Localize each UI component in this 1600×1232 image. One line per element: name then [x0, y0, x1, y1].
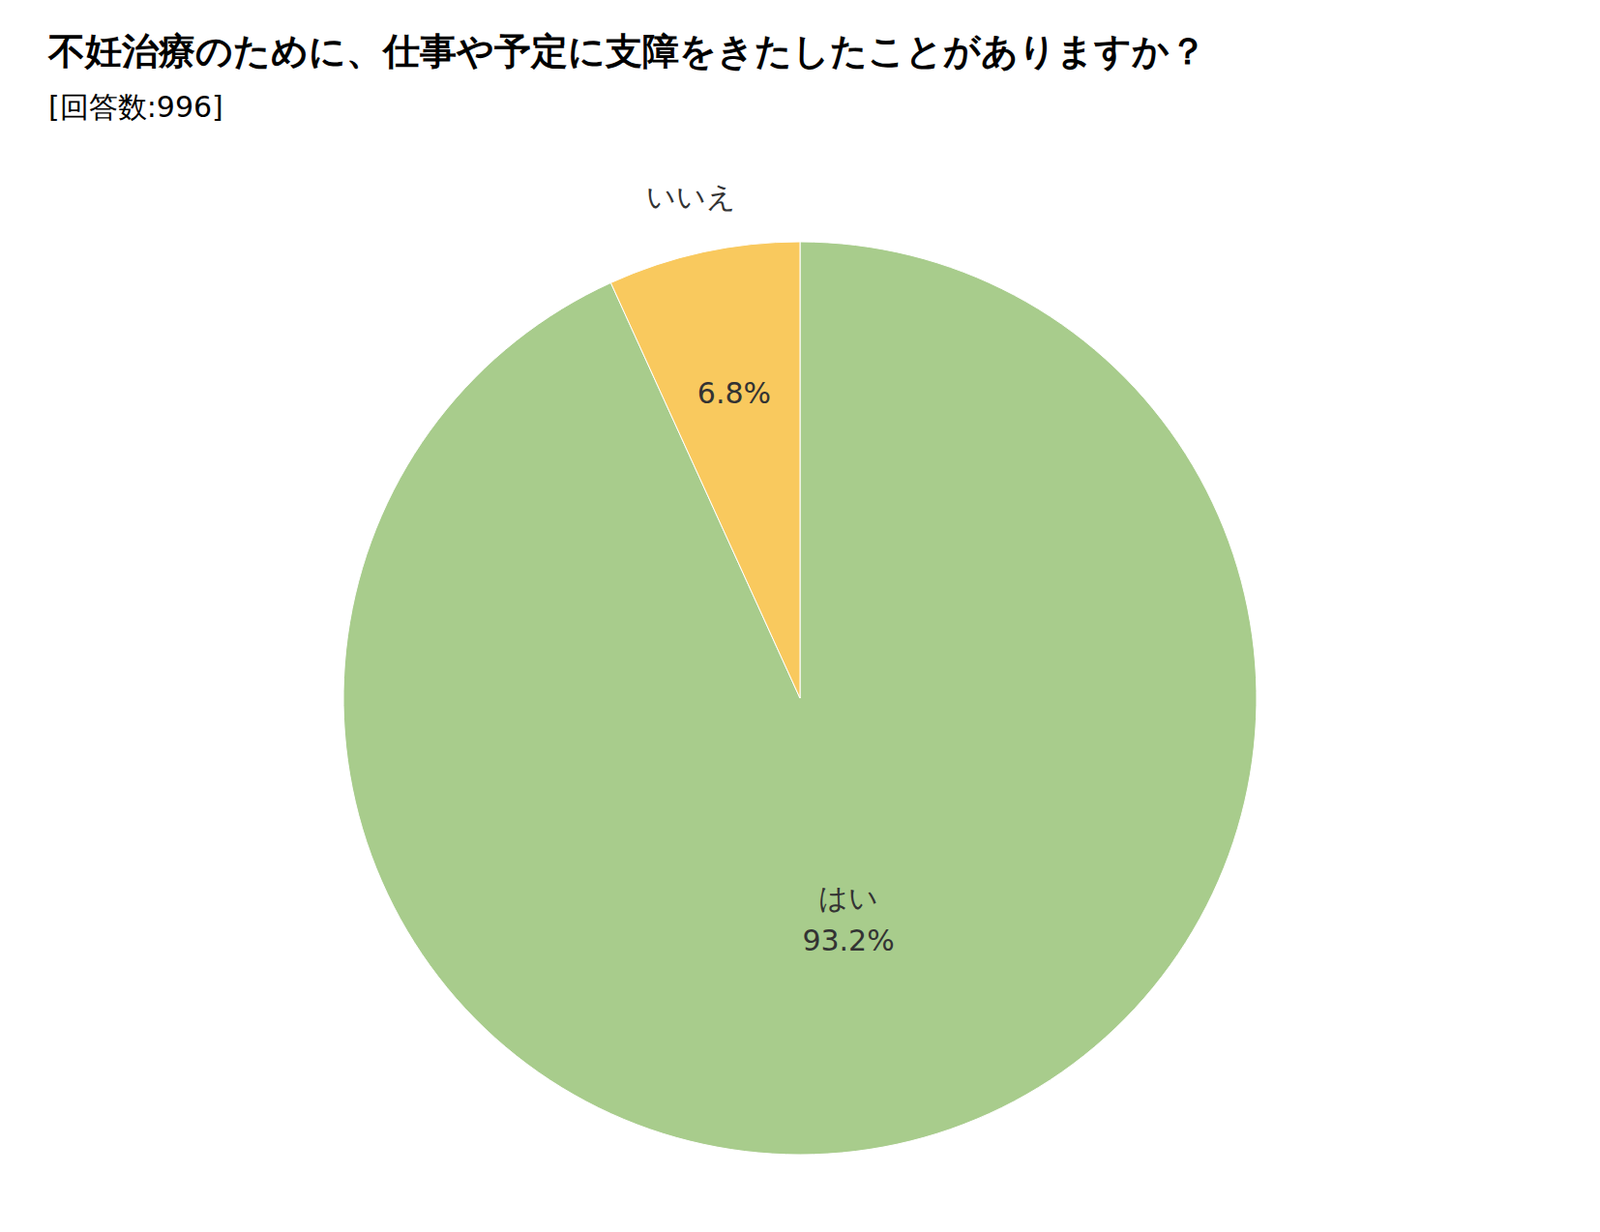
svg-text:6.8%: 6.8% [697, 376, 771, 411]
html-text:不妊治療のために、仕事や予定に支障をきたしたことがありますか: 不妊治療のために、仕事や予定に支障をきたしたことがありますか？ [48, 29, 1207, 73]
svg-text:はい: はい [818, 881, 879, 916]
html-text:[回答数:996]: [回答数:996] [48, 89, 224, 124]
svg-text:いいえ: いいえ [646, 179, 737, 214]
svg-text:93.2%: 93.2% [801, 923, 894, 958]
